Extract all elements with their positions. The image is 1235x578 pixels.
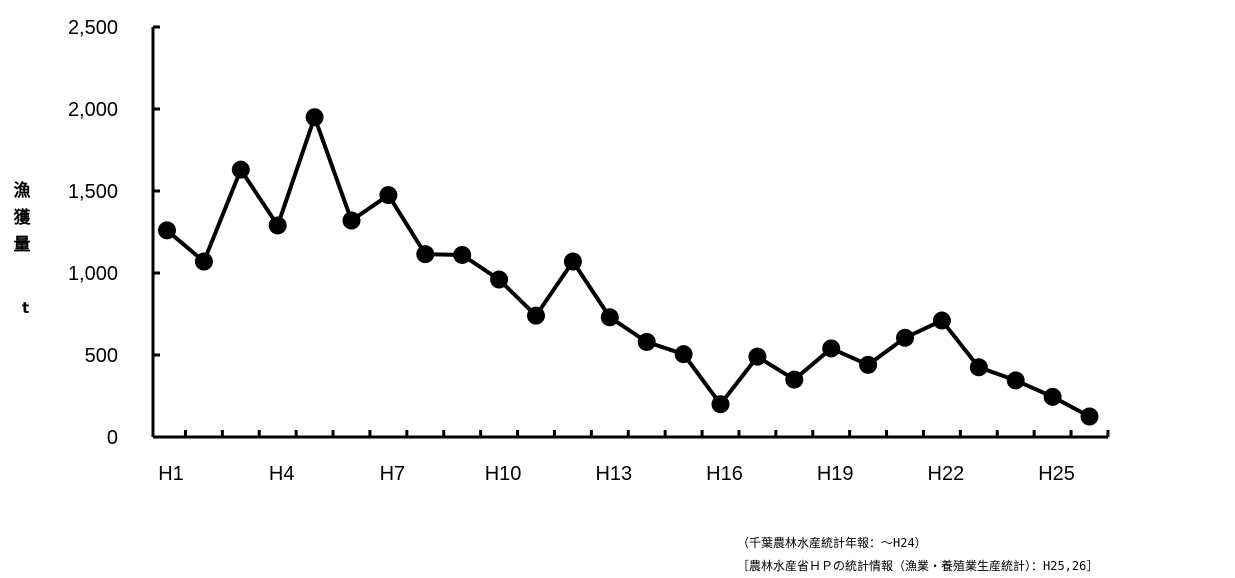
y-axis-label-text: 漁獲量	[14, 180, 32, 255]
y-tick-label: 0	[107, 427, 118, 449]
data-point	[527, 306, 545, 325]
y-tick-label: 1,500	[68, 181, 118, 203]
data-point	[1006, 371, 1025, 390]
data-point	[268, 216, 287, 235]
data-point	[379, 186, 398, 205]
data-point	[1080, 407, 1099, 426]
data-point	[785, 370, 804, 389]
x-tick-label: H22	[928, 463, 965, 485]
x-tick-label: H7	[380, 463, 406, 485]
line-chart: 2,500 2,000 1,500 1,000 500 0 H1 H4 H7 H10 H13 H16…	[14, 17, 1110, 485]
x-tick-label: H13	[595, 463, 632, 485]
x-tick-label: H10	[485, 463, 522, 485]
series-polyline	[165, 115, 1091, 419]
y-axis-unit: t	[22, 299, 29, 317]
data-point	[490, 270, 509, 289]
x-tick-label: H19	[817, 463, 854, 485]
y-axis-label: 漁獲量	[14, 180, 32, 255]
data-point	[969, 358, 988, 377]
y-tick-label: 1,000	[68, 263, 118, 285]
y-tick-label: 2,000	[68, 99, 118, 121]
data-point	[932, 311, 951, 330]
source-note-1: （千葉農林水産統計年報：～H24）	[737, 536, 927, 550]
x-tick-label: H16	[706, 463, 743, 485]
data-point	[859, 355, 878, 374]
data-point	[600, 308, 619, 327]
data-point	[231, 160, 250, 179]
series-line	[158, 108, 1099, 426]
data-point	[822, 339, 841, 358]
y-tick-label: 2,500	[68, 17, 118, 39]
data-point	[1043, 387, 1062, 406]
data-point	[711, 395, 730, 414]
source-note-2: ［農林水産省ＨＰの統計情報（漁業・養殖業生産統計）：H25,26］	[737, 559, 1099, 573]
data-point	[416, 245, 435, 264]
data-point	[674, 345, 693, 364]
data-point	[637, 332, 656, 351]
data-point	[305, 108, 324, 127]
x-tick-label: H1	[158, 463, 184, 485]
data-point	[194, 252, 213, 271]
data-point	[748, 347, 767, 366]
x-axis: H1 H4 H7 H10 H13 H16 H19 H22 H25	[153, 430, 1110, 485]
data-point	[896, 328, 914, 347]
x-tick-label: H4	[269, 463, 295, 485]
y-axis: 2,500 2,000 1,500 1,000 500 0	[68, 17, 160, 449]
data-point	[453, 245, 472, 264]
data-point	[158, 221, 176, 240]
data-point	[563, 252, 582, 271]
data-point	[342, 211, 361, 230]
x-tick-label: H25	[1038, 463, 1075, 485]
y-tick-label: 500	[85, 345, 118, 367]
